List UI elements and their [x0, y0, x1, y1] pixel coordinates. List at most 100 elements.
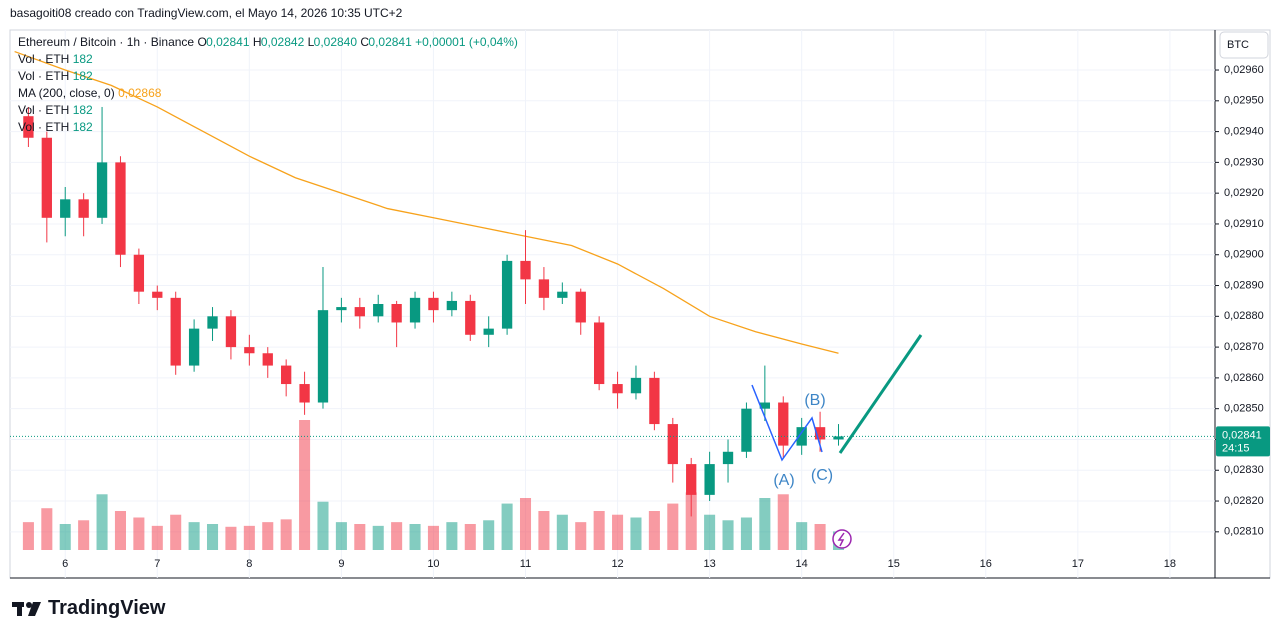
x-tick-label: 17 — [1072, 558, 1084, 570]
symbol: Ethereum / Bitcoin · 1h · Binance — [18, 35, 195, 49]
candle-body — [538, 279, 550, 298]
legend-row: Ethereum / Bitcoin · 1h · Binance O 0,02… — [18, 34, 518, 51]
indicator-name: Vol · ETH — [18, 103, 70, 117]
candle-body — [814, 427, 826, 440]
candle-body — [557, 291, 568, 298]
volume-bar — [722, 520, 734, 550]
volume-bar — [22, 522, 34, 550]
legend-row: Vol · ETH 182 — [18, 68, 518, 85]
candle-body — [686, 464, 697, 495]
volume-bar — [262, 522, 274, 550]
volume-bar — [372, 525, 384, 550]
volume-bar — [41, 508, 53, 550]
volume-bar — [575, 522, 587, 550]
candle-body — [649, 377, 660, 425]
candle-body — [520, 260, 531, 280]
indicator-value: 182 — [72, 52, 93, 66]
candle-body — [207, 316, 218, 329]
volume-bar — [704, 514, 716, 550]
wave-label: (A) — [773, 472, 794, 489]
y-tick-label: 0,02810 — [1224, 526, 1264, 538]
volume-bar — [391, 522, 403, 550]
candle-body — [593, 322, 605, 385]
countdown-label: 24:15 — [1222, 442, 1250, 454]
candle-body — [833, 436, 844, 440]
indicator-name: Vol · ETH — [18, 52, 70, 66]
legend-row: Vol · ETH 182 — [18, 119, 518, 136]
candle-body — [317, 310, 329, 403]
ma-line — [14, 50, 839, 354]
volume-bar — [630, 517, 642, 550]
y-tick-label: 0,02940 — [1224, 126, 1264, 138]
volume-bar — [354, 524, 366, 550]
candle-body — [299, 384, 310, 403]
candle-body — [391, 304, 402, 323]
volume-bar — [206, 524, 219, 550]
indicator-name: Vol · ETH — [18, 69, 70, 83]
candle-body — [281, 365, 292, 385]
volume-bar — [280, 519, 292, 550]
y-tick-label: 0,02920 — [1224, 187, 1264, 199]
y-tick-label: 0,02950 — [1224, 95, 1264, 107]
brand: TradingView — [48, 597, 166, 619]
trend-arrow — [838, 334, 923, 454]
x-tick-label: 15 — [888, 558, 900, 570]
x-tick-label: 7 — [154, 558, 160, 570]
volume-bar — [427, 525, 439, 550]
y-tick-label: 0,02880 — [1224, 310, 1264, 322]
candle-body — [354, 307, 365, 317]
volume-bar — [59, 524, 71, 550]
x-tick-label: 14 — [796, 558, 808, 570]
x-tick-label: 8 — [246, 558, 252, 570]
x-tick-label: 6 — [62, 558, 68, 570]
y-tick-label: 0,02910 — [1224, 218, 1264, 230]
header: basagoiti08 creado con TradingView.com, … — [10, 6, 403, 20]
volume-bar — [133, 517, 145, 550]
volume-bar — [151, 525, 163, 550]
ohlc-value: 0,02842 — [260, 35, 305, 49]
indicator-value: 0,02868 — [118, 86, 162, 100]
change: +0,00001 (+0,04%) — [415, 35, 518, 49]
legend-row: Vol · ETH 182 — [18, 102, 518, 119]
indicator-value: 182 — [72, 69, 93, 83]
volume-bar — [814, 524, 826, 550]
x-tick-label: 16 — [980, 558, 992, 570]
x-tick-label: 11 — [520, 558, 531, 570]
y-tick-label: 0,02960 — [1224, 64, 1264, 76]
x-tick-label: 13 — [703, 558, 715, 570]
volume-bar — [501, 503, 513, 550]
candle-body — [336, 307, 347, 311]
y-tick-label: 0,02900 — [1224, 249, 1264, 261]
candle-body — [225, 316, 237, 348]
volume-bar — [777, 494, 789, 550]
candle-body — [262, 353, 273, 366]
candle-body — [373, 304, 384, 317]
currency-box[interactable] — [1219, 31, 1269, 59]
candle-body — [60, 199, 71, 218]
volume-bar — [612, 514, 624, 550]
indicator-name: MA (200, close, 0) — [18, 86, 115, 100]
event-icon[interactable] — [832, 529, 852, 549]
candle-body — [188, 328, 200, 366]
last-price-label: 0,02841 — [1222, 429, 1262, 441]
volume-bar — [446, 522, 458, 550]
candle-body — [23, 116, 34, 138]
candle-body — [465, 300, 476, 335]
last-price-tag — [1216, 426, 1270, 457]
candle-body — [483, 328, 494, 335]
ohlc-value: 0,02840 — [313, 35, 358, 49]
volume-bar — [317, 501, 329, 550]
x-tick-label: 12 — [611, 558, 623, 570]
y-tick-label: 0,02850 — [1224, 403, 1264, 415]
volume-bar — [667, 503, 679, 550]
volume-bar — [593, 511, 605, 550]
volume-bar — [796, 522, 808, 550]
logo-icon — [12, 602, 41, 616]
x-tick-label: 10 — [427, 558, 439, 570]
volume-bar — [519, 498, 532, 550]
y-tick-label: 0,02870 — [1224, 341, 1264, 353]
candle-body — [115, 162, 126, 255]
x-tick-label: 9 — [338, 558, 344, 570]
